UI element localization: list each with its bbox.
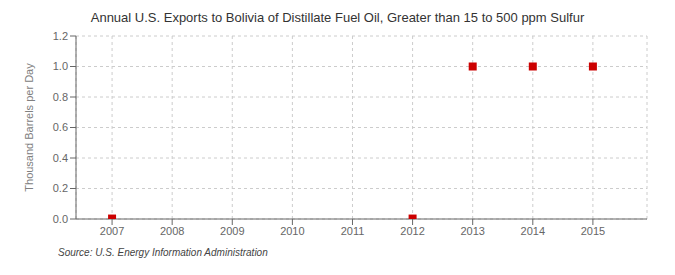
svg-text:2015: 2015 xyxy=(581,225,605,237)
svg-text:2009: 2009 xyxy=(220,225,244,237)
svg-text:0.6: 0.6 xyxy=(53,121,68,133)
svg-text:2010: 2010 xyxy=(280,225,304,237)
html-text:Annual U.S. Exports to Bolivia: Annual U.S. Exports to Bolivia of Distil… xyxy=(90,10,585,25)
svg-text:2013: 2013 xyxy=(460,225,484,237)
svg-text:1.0: 1.0 xyxy=(53,60,68,72)
svg-text:Thousand Barrels per Day: Thousand Barrels per Day xyxy=(23,63,35,192)
svg-text:2014: 2014 xyxy=(521,225,545,237)
svg-text:0.8: 0.8 xyxy=(53,91,68,103)
svg-text:0.4: 0.4 xyxy=(53,152,68,164)
svg-text:0.2: 0.2 xyxy=(53,182,68,194)
svg-text:1.2: 1.2 xyxy=(53,30,68,42)
svg-text:2012: 2012 xyxy=(400,225,424,237)
svg-text:2007: 2007 xyxy=(100,225,124,237)
html-text:Source: U.S. Energy Informatio: Source: U.S. Energy Information Administ… xyxy=(58,247,268,258)
svg-text:2008: 2008 xyxy=(160,225,184,237)
svg-text:2011: 2011 xyxy=(341,225,365,237)
svg-text:0.0: 0.0 xyxy=(53,213,68,225)
